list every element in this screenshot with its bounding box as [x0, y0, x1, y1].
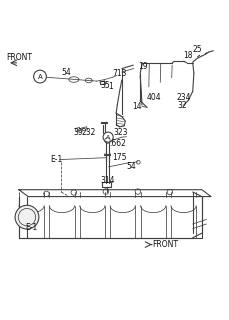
Text: 25: 25: [192, 44, 202, 54]
Text: 713: 713: [112, 69, 127, 78]
Text: 19: 19: [137, 62, 147, 71]
Text: 1: 1: [108, 82, 112, 91]
Text: A: A: [38, 74, 42, 80]
Text: .662: .662: [109, 139, 126, 148]
Circle shape: [15, 205, 39, 229]
Text: 404: 404: [146, 93, 161, 102]
Text: 14: 14: [132, 102, 141, 111]
Text: 234: 234: [176, 93, 190, 102]
Text: 35: 35: [100, 81, 109, 90]
Text: 18: 18: [182, 52, 192, 60]
Text: E-1: E-1: [25, 223, 38, 232]
Text: E-1: E-1: [50, 155, 63, 164]
Text: 232: 232: [81, 128, 95, 137]
Text: A: A: [106, 135, 110, 140]
Text: FRONT: FRONT: [6, 52, 32, 62]
Text: 39: 39: [73, 128, 83, 137]
Text: 54: 54: [125, 162, 135, 171]
Text: 323: 323: [113, 128, 128, 137]
Circle shape: [33, 70, 46, 83]
Circle shape: [103, 132, 113, 142]
Text: 54: 54: [61, 68, 71, 77]
Text: 175: 175: [112, 153, 126, 162]
Text: 32: 32: [177, 101, 187, 110]
Text: 314: 314: [100, 176, 115, 185]
Text: FRONT: FRONT: [151, 240, 177, 249]
